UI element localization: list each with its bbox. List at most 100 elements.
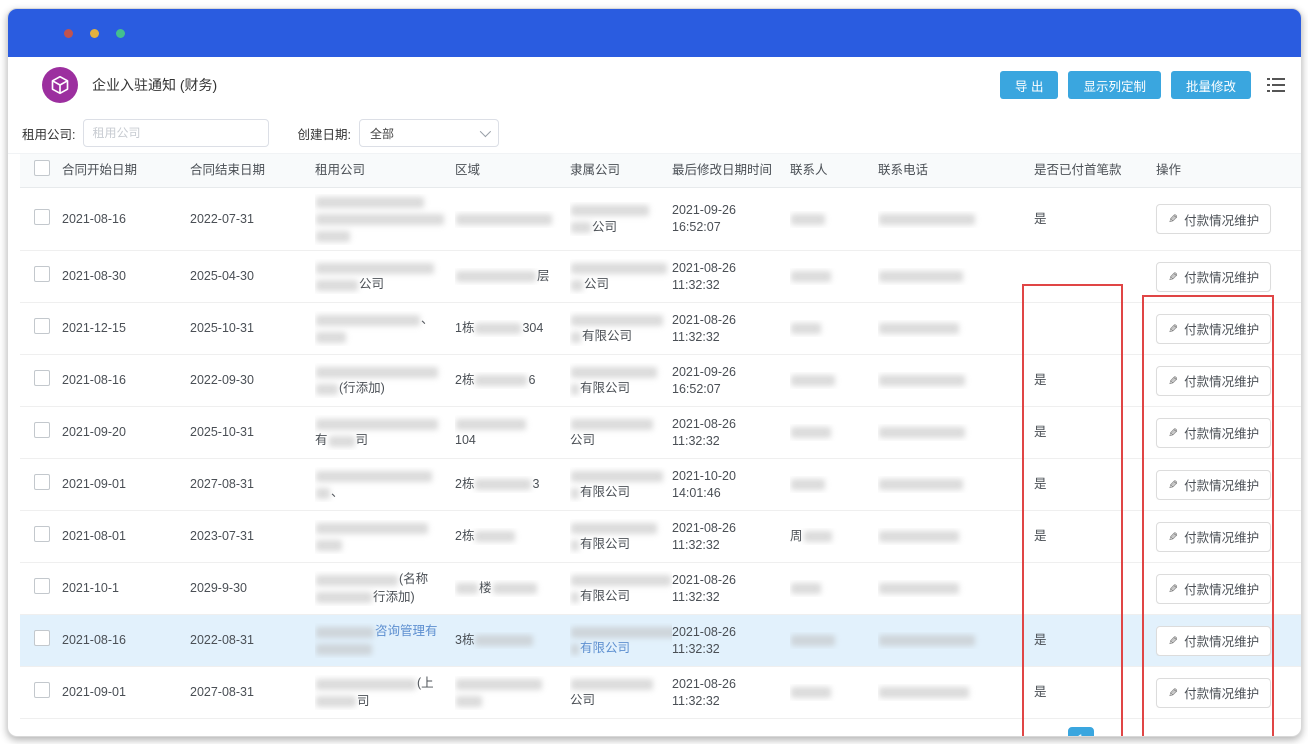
payment-maintain-button[interactable]: ✎ 付款情况维护 [1156,417,1272,448]
cell-text: 咨询管理有 [375,624,438,639]
row-checkbox[interactable] [34,208,50,225]
payment-maintain-button[interactable]: ✎ 付款情况维护 [1156,521,1272,552]
header-checkbox[interactable] [34,160,50,176]
contact-cell [790,684,878,701]
column-customize-button[interactable]: 显示列定制 [1068,71,1161,99]
pencil-icon: ✎ [1168,581,1179,596]
paid-status: 是 [1034,425,1047,439]
contract-start-cell: 2021-08-16 [62,633,126,647]
table-row: 2021-12-15 2025-10-31 、 1栋 304 有限公司 2021-08-26… [20,303,1301,355]
payment-maintain-button[interactable]: ✎ 付款情况维护 [1156,204,1272,234]
cell-text: 公司 [570,693,596,708]
cell-text: 有限公司 [580,485,631,500]
table-row: 2021-09-01 2027-08-31 、 2栋 3 有限公司 2021-10-20 14… [20,459,1301,511]
row-checkbox[interactable] [34,422,50,438]
contract-end-cell: 2025-10-31 [190,321,254,335]
row-checkbox[interactable] [34,526,50,542]
traffic-light-yellow-icon[interactable] [90,28,99,38]
table-body: 2021-08-16 2022-07-31 公司 2021-09-26 16:52:07… [20,188,1301,719]
redacted-text [571,383,579,395]
redacted-text [316,314,420,326]
cell-text: 公司 [570,433,596,448]
row-checkbox[interactable] [34,318,50,334]
table-row: 2021-08-30 2025-04-30 公司 层公司 2021-08-26 11:32… [20,251,1301,303]
redacted-text [571,331,581,343]
redacted-text [791,375,835,387]
redacted-text [316,262,434,274]
redacted-text [316,470,432,482]
modified-datetime-cell: 2021-08-26 11:32:32 [672,624,736,656]
payment-maintain-button[interactable]: ✎ 付款情况维护 [1156,677,1272,708]
contract-end-cell: 2022-07-31 [190,211,254,226]
cell-text: 有限公司 [580,381,631,396]
area-cell [455,676,570,710]
batch-edit-button[interactable]: 批量修改 [1170,71,1251,99]
redacted-text [316,366,438,378]
paid-status: 是 [1034,373,1047,387]
filter-bar: 租用公司: 创建日期: 全部 [8,113,1301,153]
redacted-text [571,470,663,482]
redacted-text [571,222,591,234]
list-menu-icon[interactable] [1267,78,1285,92]
cell-text: 2栋 [455,529,475,544]
row-checkbox[interactable] [34,630,50,646]
payment-maintain-button[interactable]: ✎ 付款情况维护 [1156,313,1272,344]
company-cell: (上司 [315,675,455,709]
payment-maintain-label: 付款情况维护 [1184,375,1260,389]
row-checkbox[interactable] [34,266,50,282]
row-checkbox[interactable] [34,370,50,386]
payment-maintain-button[interactable]: ✎ 付款情况维护 [1156,573,1272,604]
paid-status: 是 [1034,477,1047,491]
payment-maintain-button[interactable]: ✎ 付款情况维护 [1156,625,1272,656]
column-header-action: 操作 [1156,163,1182,177]
modified-datetime-cell: 2021-09-26 16:52:07 [672,203,736,234]
area-cell [455,211,570,228]
redacted-text [791,427,831,439]
area-cell: 2栋 [455,528,570,545]
payment-maintain-label: 付款情况维护 [1184,427,1260,441]
row-checkbox[interactable] [34,682,50,698]
company-filter-input[interactable] [83,119,270,147]
redacted-text [316,383,338,395]
pencil-icon: ✎ [1168,633,1179,648]
action-cell: ✎ 付款情况维护 [1140,677,1272,708]
redacted-text [571,522,657,534]
modified-datetime-cell: 2021-08-26 11:32:32 [672,260,736,292]
payment-maintain-label: 付款情况维护 [1184,271,1260,285]
cell-text: 2栋 [455,373,475,388]
payment-maintain-button[interactable]: ✎ 付款情况维护 [1156,261,1272,292]
redacted-text [791,479,825,491]
redacted-text [456,213,552,225]
redacted-text [316,487,330,499]
company-cell: 公司 [315,259,455,293]
action-cell: ✎ 付款情况维护 [1140,417,1272,448]
contract-end-cell: 2025-04-30 [190,269,254,283]
row-checkbox[interactable] [34,578,50,594]
redacted-text [879,375,965,387]
company-cell: 、 [315,467,455,501]
redacted-text [879,479,963,491]
row-checkbox[interactable] [34,474,50,490]
cell-text: 304 [522,321,544,336]
modified-datetime-cell: 2021-08-26 11:32:32 [672,416,736,448]
create-date-select[interactable]: 全部 [358,119,499,147]
export-button[interactable]: 导 出 [999,71,1059,99]
column-header-company: 租用公司 [315,163,366,177]
redacted-text [316,643,372,655]
cell-text: (上 [417,676,434,691]
page-number-button[interactable]: 1 [1067,727,1094,736]
traffic-light-red-icon[interactable] [64,28,73,38]
area-cell: 1栋 304 [455,320,570,337]
traffic-light-green-icon[interactable] [116,28,125,38]
table-row: 2021-09-01 2027-08-31 (上司公司 2021-08-26 11:32… [20,667,1301,719]
company-cell: (行添加) [315,363,455,397]
cell-text: 3 [532,477,540,492]
redacted-text [879,687,969,699]
cell-text: 104 [455,433,476,448]
payment-maintain-button[interactable]: ✎ 付款情况维护 [1156,469,1272,500]
pencil-icon: ✎ [1168,685,1179,700]
redacted-text [328,435,355,447]
payment-maintain-button[interactable]: ✎ 付款情况维护 [1156,365,1272,396]
redacted-text [316,591,372,603]
contact-cell: 周 [790,528,878,545]
